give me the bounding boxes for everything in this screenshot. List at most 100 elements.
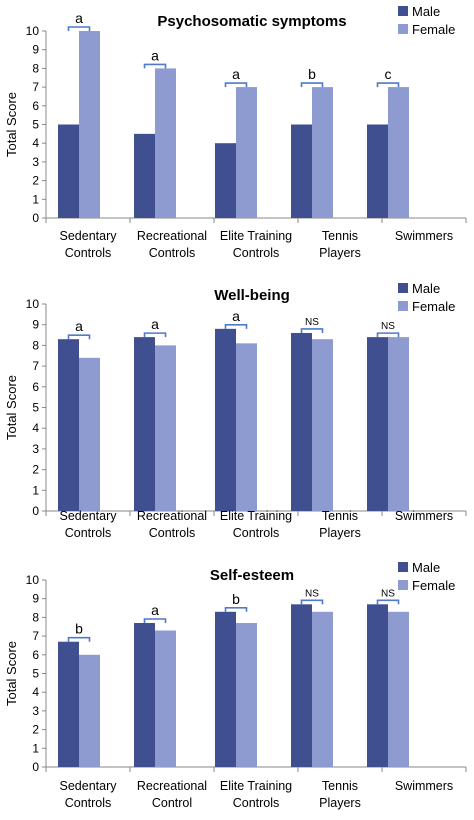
- category-label: Tennis: [322, 229, 358, 243]
- y-tick-label: 6: [32, 99, 39, 113]
- y-axis-label: Total Score: [4, 641, 19, 706]
- legend-swatch-male: [398, 562, 408, 572]
- category-label: Control: [152, 796, 192, 810]
- bar-female: [312, 611, 333, 767]
- bar-male: [291, 604, 312, 767]
- y-tick-label: 8: [32, 61, 39, 75]
- significance-bracket: [143, 618, 167, 624]
- category-label: Controls: [149, 246, 196, 260]
- significance-label: a: [151, 316, 159, 332]
- category-label: Controls: [233, 526, 280, 540]
- significance-label: a: [151, 602, 159, 618]
- bar-female: [155, 630, 176, 767]
- y-tick-label: 7: [32, 359, 39, 373]
- y-tick-label: 6: [32, 648, 39, 662]
- significance-label: b: [75, 621, 83, 637]
- y-tick-label: 4: [32, 685, 39, 699]
- y-axis-label: Total Score: [4, 375, 19, 440]
- significance-bracket: [67, 26, 91, 31]
- bar-male: [291, 124, 312, 218]
- bar-female: [79, 31, 100, 218]
- significance-label: a: [75, 10, 83, 26]
- chart-self-esteem: Self-esteem Total Score 0 1 2 3 4 5 6 7 8 9 10 b Seden…: [4, 560, 467, 810]
- significance-bracket: [67, 636, 91, 642]
- bar-female: [79, 357, 100, 511]
- category-label: Elite Training: [220, 509, 292, 523]
- bar-male: [215, 328, 236, 511]
- y-tick-label: 3: [32, 155, 39, 169]
- chart-title: Psychosomatic symptoms: [157, 13, 346, 30]
- category-label: Controls: [149, 526, 196, 540]
- y-tick-label: 0: [32, 211, 39, 225]
- y-tick-label: 2: [32, 723, 39, 737]
- significance-label: a: [232, 66, 240, 82]
- category-label: Controls: [65, 246, 112, 260]
- y-tick-label: 7: [32, 80, 39, 94]
- category-label: Swimmers: [395, 509, 453, 523]
- y-tick-label: 7: [32, 629, 39, 643]
- significance-bracket: [376, 599, 400, 605]
- y-tick-label: 5: [32, 667, 39, 681]
- legend-swatch-female: [398, 301, 408, 311]
- y-tick-label: 5: [32, 401, 39, 415]
- y-tick-label: 0: [32, 760, 39, 774]
- bar-female: [312, 339, 333, 511]
- significance-label: NS: [381, 588, 395, 599]
- bar-female: [388, 337, 409, 511]
- category-label: Controls: [65, 796, 112, 810]
- significance-label: b: [308, 66, 316, 82]
- y-tick-label: 3: [32, 442, 39, 456]
- legend-swatch-male: [398, 283, 408, 293]
- significance-bracket: [67, 334, 91, 340]
- significance-bracket: [143, 63, 167, 69]
- y-tick-label: 2: [32, 463, 39, 477]
- bar-male: [58, 641, 79, 767]
- chart-psychosomatic-symptoms: Psychosomatic symptoms Total Score 0 1 2 3 4 5 6…: [4, 4, 467, 260]
- significance-bracket: [300, 328, 324, 333]
- legend-swatch-male: [398, 6, 408, 16]
- category-label: Swimmers: [395, 229, 453, 243]
- category-label: Recreational: [137, 229, 207, 243]
- legend-label-female: Female: [412, 578, 455, 593]
- legend-label-male: Male: [412, 281, 440, 296]
- legend-swatch-female: [398, 24, 408, 34]
- significance-label: c: [385, 66, 392, 82]
- significance-label: a: [232, 308, 240, 324]
- category-label: Sedentary: [60, 509, 118, 523]
- category-label: Players: [319, 526, 361, 540]
- bar-female: [236, 623, 257, 767]
- chart-well-being: Well-being Total Score 0 1 2 3 4 5 6 7 8 9 10 a Sedent…: [4, 281, 467, 540]
- bar-female: [388, 87, 409, 218]
- legend-swatch-female: [398, 580, 408, 590]
- category-label: Elite Training: [220, 229, 292, 243]
- y-tick-label: 8: [32, 338, 39, 352]
- bar-female: [236, 343, 257, 511]
- significance-label: NS: [305, 588, 319, 599]
- significance-bracket: [224, 82, 248, 88]
- bar-male: [367, 337, 388, 511]
- y-tick-label: 4: [32, 136, 39, 150]
- category-label: Recreational: [137, 779, 207, 793]
- category-label: Controls: [65, 526, 112, 540]
- category-label: Sedentary: [60, 779, 118, 793]
- category-label: Players: [319, 796, 361, 810]
- bar-male: [58, 339, 79, 511]
- y-tick-label: 1: [32, 483, 39, 497]
- significance-bracket: [224, 324, 248, 329]
- category-label: Tennis: [322, 779, 358, 793]
- bar-male: [291, 332, 312, 511]
- y-tick-label: 10: [26, 24, 40, 38]
- y-tick-label: 2: [32, 174, 39, 188]
- chart-title: Well-being: [214, 287, 290, 304]
- significance-label: NS: [305, 317, 319, 328]
- y-tick-label: 9: [32, 43, 39, 57]
- y-tick-label: 10: [26, 297, 40, 311]
- legend-label-male: Male: [412, 560, 440, 575]
- category-label: Controls: [233, 246, 280, 260]
- y-tick-label: 1: [32, 741, 39, 755]
- legend-label-female: Female: [412, 22, 455, 37]
- category-label: Players: [319, 246, 361, 260]
- bar-female: [79, 654, 100, 767]
- significance-bracket: [300, 599, 324, 605]
